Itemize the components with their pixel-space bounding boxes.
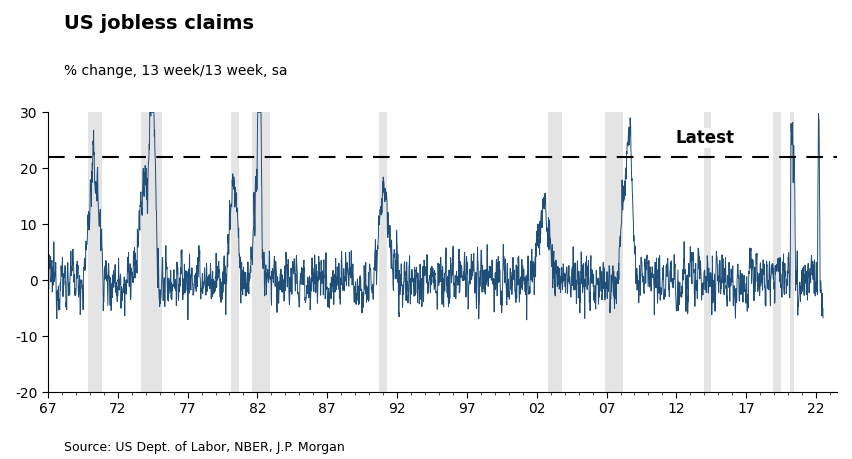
Bar (141, 112, 163, 392)
Bar (231, 112, 239, 392)
Text: US jobless claims: US jobless claims (64, 14, 254, 33)
Bar (605, 112, 613, 392)
Bar (705, 112, 711, 392)
Text: Source: US Dept. of Labor, NBER, J.P. Morgan: Source: US Dept. of Labor, NBER, J.P. Mo… (64, 442, 345, 454)
Text: Latest: Latest (676, 129, 734, 147)
Bar (548, 112, 561, 392)
Bar (252, 112, 270, 392)
Bar (773, 112, 781, 392)
Bar (89, 112, 102, 392)
Bar (790, 112, 794, 392)
Bar (613, 112, 624, 392)
Bar (379, 112, 388, 392)
Text: % change, 13 week/13 week, sa: % change, 13 week/13 week, sa (64, 64, 287, 78)
